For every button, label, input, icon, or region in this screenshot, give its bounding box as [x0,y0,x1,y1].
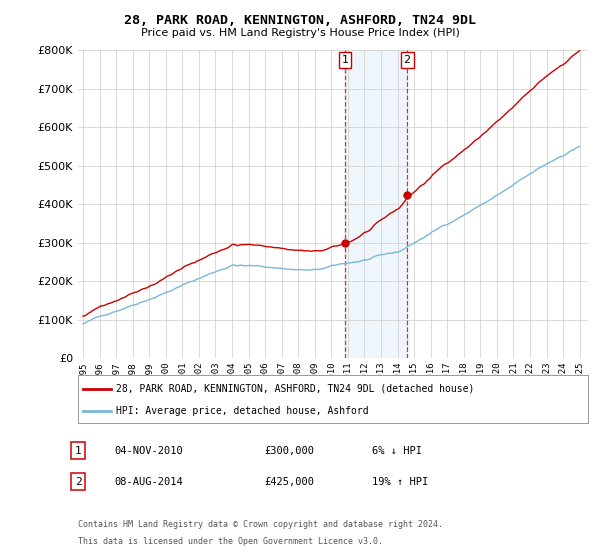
Text: 2: 2 [74,477,82,487]
Text: £425,000: £425,000 [264,477,314,487]
Text: 28, PARK ROAD, KENNINGTON, ASHFORD, TN24 9DL (detached house): 28, PARK ROAD, KENNINGTON, ASHFORD, TN24… [116,384,475,394]
Text: 08-AUG-2014: 08-AUG-2014 [114,477,183,487]
Text: 1: 1 [341,55,349,65]
Text: 2: 2 [404,55,411,65]
Text: Price paid vs. HM Land Registry's House Price Index (HPI): Price paid vs. HM Land Registry's House … [140,28,460,38]
Text: 19% ↑ HPI: 19% ↑ HPI [372,477,428,487]
Text: HPI: Average price, detached house, Ashford: HPI: Average price, detached house, Ashf… [116,406,369,416]
Bar [345,50,407,358]
Text: 6% ↓ HPI: 6% ↓ HPI [372,446,422,456]
Text: This data is licensed under the Open Government Licence v3.0.: This data is licensed under the Open Gov… [78,537,383,546]
Text: 04-NOV-2010: 04-NOV-2010 [114,446,183,456]
Text: £300,000: £300,000 [264,446,314,456]
Text: 1: 1 [74,446,82,456]
Text: 28, PARK ROAD, KENNINGTON, ASHFORD, TN24 9DL: 28, PARK ROAD, KENNINGTON, ASHFORD, TN24… [124,14,476,27]
Text: Contains HM Land Registry data © Crown copyright and database right 2024.: Contains HM Land Registry data © Crown c… [78,520,443,529]
